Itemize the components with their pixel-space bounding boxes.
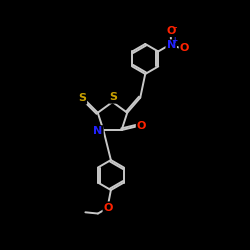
Text: S: S [78,94,86,104]
Text: +: + [171,36,177,45]
Text: -: - [174,22,177,32]
Text: N: N [166,40,176,50]
Text: O: O [137,121,146,131]
Text: O: O [180,43,189,53]
Text: S: S [110,92,118,102]
Text: O: O [166,26,175,36]
Text: N: N [93,126,102,136]
Text: O: O [104,202,113,212]
